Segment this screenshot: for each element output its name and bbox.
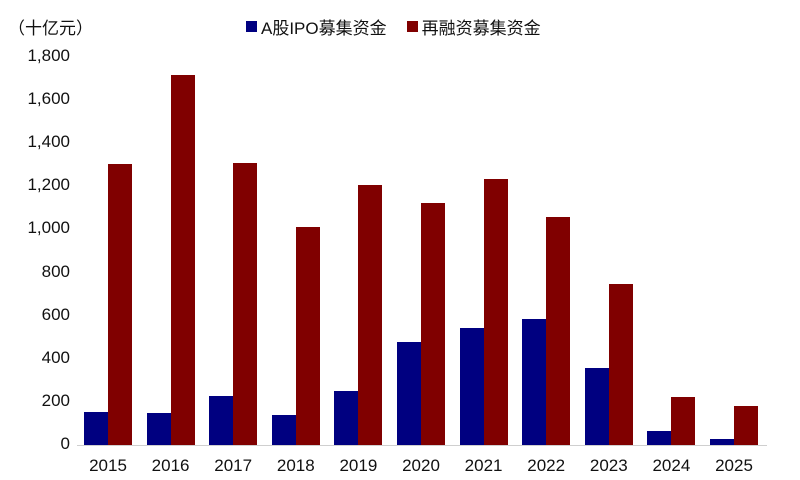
x-tick-label: 2024 xyxy=(652,456,691,475)
y-tick-label: 800 xyxy=(41,261,70,281)
bar-refinancing xyxy=(608,283,633,445)
bar-refinancing xyxy=(421,203,445,445)
bar-ipo xyxy=(647,430,672,445)
bar-ipo xyxy=(271,415,296,445)
legend-item-ipo: A股IPO募集资金 xyxy=(246,14,387,39)
bar-refinancing xyxy=(671,396,696,445)
y-tick-label: 1,600 xyxy=(27,89,70,109)
y-axis-unit-label: （十亿元） xyxy=(8,19,93,38)
legend-swatch-ipo-icon xyxy=(246,21,257,32)
x-tick-label: 2015 xyxy=(89,456,127,475)
y-tick-label: 600 xyxy=(41,304,70,324)
bar-ipo xyxy=(146,413,171,445)
x-tick-label: 2020 xyxy=(402,456,440,475)
y-tick-label: 1,200 xyxy=(27,175,70,195)
bar-ipo xyxy=(84,412,108,445)
x-tick-label: 2016 xyxy=(151,456,190,475)
x-tick-label: 2022 xyxy=(527,456,566,475)
bar-refinancing xyxy=(734,405,758,445)
y-tick-label: 1,800 xyxy=(27,46,70,65)
bar-ipo xyxy=(459,327,484,445)
bar-refinancing xyxy=(358,185,383,445)
y-tick-label: 1,000 xyxy=(27,218,70,238)
bar-refinancing xyxy=(108,164,132,445)
legend-label-ipo: A股IPO募集资金 xyxy=(261,19,387,38)
bar-ipo xyxy=(334,391,359,445)
bar-refinancing xyxy=(546,217,571,445)
bar-ipo xyxy=(710,438,734,445)
x-tick-label: 2019 xyxy=(339,456,378,475)
x-tick-label: 2021 xyxy=(464,456,503,475)
bar-ipo xyxy=(209,396,234,445)
legend-swatch-refinancing-icon xyxy=(406,21,418,32)
bar-ipo xyxy=(522,319,547,445)
x-tick-label: 2023 xyxy=(589,456,628,475)
x-tick-label: 2017 xyxy=(214,456,253,475)
y-tick-label: 400 xyxy=(41,347,70,367)
legend: A股IPO募集资金 再融资募集资金 xyxy=(246,14,541,39)
bar-refinancing xyxy=(170,75,195,445)
legend-item-refinancing: 再融资募集资金 xyxy=(406,14,541,39)
x-tick-label: 2025 xyxy=(715,456,753,475)
legend-label-refinancing: 再融资募集资金 xyxy=(421,19,541,38)
x-axis-line xyxy=(77,445,767,446)
bar-refinancing xyxy=(233,163,258,445)
y-tick-label: 1,400 xyxy=(27,132,70,152)
bar-ipo xyxy=(397,341,421,445)
bar-refinancing xyxy=(483,179,508,445)
bar-ipo xyxy=(584,368,609,445)
y-tick-label: 0 xyxy=(60,434,70,453)
x-tick-label: 2018 xyxy=(276,456,315,475)
bar-refinancing xyxy=(295,227,320,445)
y-tick-label: 200 xyxy=(41,390,70,410)
